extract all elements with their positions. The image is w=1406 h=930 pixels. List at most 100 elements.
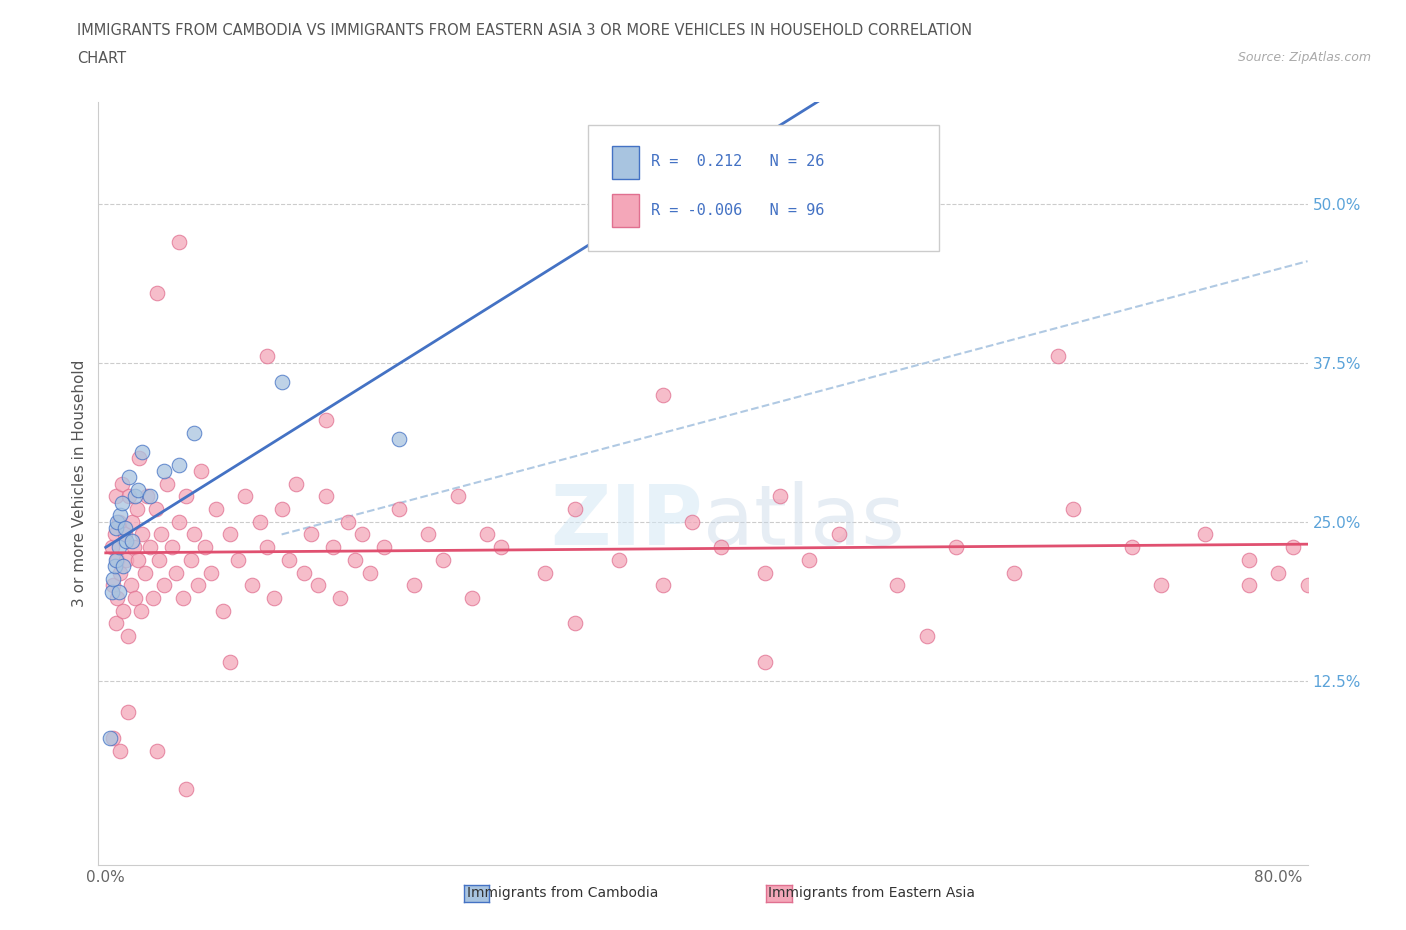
Point <box>219 654 242 669</box>
Point <box>564 616 586 631</box>
Point <box>118 470 141 485</box>
Point <box>418 527 440 542</box>
Point <box>160 539 183 554</box>
Point <box>226 552 249 567</box>
Y-axis label: 3 or more Vehicles in Household: 3 or more Vehicles in Household <box>72 360 87 607</box>
Point <box>176 781 198 796</box>
Point <box>1237 552 1260 567</box>
Point <box>114 521 136 536</box>
Point <box>1310 527 1333 542</box>
Point <box>122 539 145 554</box>
Point <box>101 571 124 587</box>
Point <box>352 527 374 542</box>
Point <box>388 432 411 446</box>
Point <box>299 527 322 542</box>
Point <box>146 286 169 300</box>
Point <box>432 552 454 567</box>
Point <box>117 629 139 644</box>
Point <box>108 514 131 529</box>
Point <box>187 578 209 592</box>
Point <box>1194 527 1216 542</box>
Point <box>114 527 136 542</box>
Point <box>256 539 278 554</box>
Point <box>307 578 329 592</box>
Point <box>194 539 217 554</box>
Point <box>491 539 513 554</box>
Point <box>754 565 776 580</box>
Point <box>1237 578 1260 592</box>
Point <box>475 527 498 542</box>
Text: ZIP: ZIP <box>551 481 703 563</box>
Point <box>124 489 146 504</box>
Point <box>134 565 156 580</box>
Point <box>534 565 557 580</box>
Point <box>292 565 315 580</box>
Text: atlas: atlas <box>703 481 904 563</box>
Point <box>607 224 630 239</box>
Point <box>1047 349 1070 364</box>
Point <box>156 476 179 491</box>
Point <box>112 559 135 574</box>
Point <box>315 413 337 428</box>
Point <box>108 584 131 599</box>
Point <box>359 565 381 580</box>
Point <box>270 375 292 390</box>
Point <box>651 387 673 402</box>
Text: Immigrants from Cambodia: Immigrants from Cambodia <box>467 885 658 900</box>
Point <box>219 527 242 542</box>
Point <box>1267 565 1289 580</box>
Point <box>915 629 938 644</box>
Point <box>212 604 235 618</box>
Point <box>131 527 153 542</box>
Point <box>103 559 125 574</box>
Point <box>121 514 143 529</box>
Point <box>1062 501 1084 516</box>
Point <box>167 458 190 472</box>
Point <box>388 501 411 516</box>
Point <box>105 521 128 536</box>
Point <box>564 501 586 516</box>
Point <box>107 552 129 567</box>
Point <box>322 539 344 554</box>
Point <box>120 578 142 592</box>
Point <box>270 501 292 516</box>
Point <box>153 578 176 592</box>
Point <box>121 534 143 549</box>
Point <box>263 591 285 605</box>
Point <box>172 591 194 605</box>
Point <box>108 539 131 554</box>
Point <box>117 705 139 720</box>
Point <box>135 489 157 504</box>
Point <box>110 565 132 580</box>
Point <box>769 489 792 504</box>
Point <box>105 552 128 567</box>
Point <box>240 578 263 592</box>
Point <box>945 539 967 554</box>
Point <box>165 565 187 580</box>
Point <box>145 501 167 516</box>
Point <box>233 489 256 504</box>
Point <box>148 552 170 567</box>
Point <box>183 527 205 542</box>
Text: IMMIGRANTS FROM CAMBODIA VS IMMIGRANTS FROM EASTERN ASIA 3 OR MORE VEHICLES IN H: IMMIGRANTS FROM CAMBODIA VS IMMIGRANTS F… <box>77 23 973 38</box>
Point <box>1121 539 1143 554</box>
Point <box>128 451 150 466</box>
Point <box>115 534 138 549</box>
Point <box>127 552 149 567</box>
Point <box>446 489 468 504</box>
Point <box>167 234 190 249</box>
Point <box>180 552 202 567</box>
Point <box>402 578 425 592</box>
Point <box>129 604 152 618</box>
Point <box>200 565 222 580</box>
Point <box>118 489 141 504</box>
Point <box>1296 578 1319 592</box>
Point <box>827 527 849 542</box>
Point <box>125 501 148 516</box>
Point <box>336 514 359 529</box>
Point <box>651 578 673 592</box>
FancyBboxPatch shape <box>588 126 939 251</box>
Point <box>103 527 125 542</box>
Point <box>142 591 165 605</box>
Text: R = -0.006   N = 96: R = -0.006 N = 96 <box>651 203 824 219</box>
